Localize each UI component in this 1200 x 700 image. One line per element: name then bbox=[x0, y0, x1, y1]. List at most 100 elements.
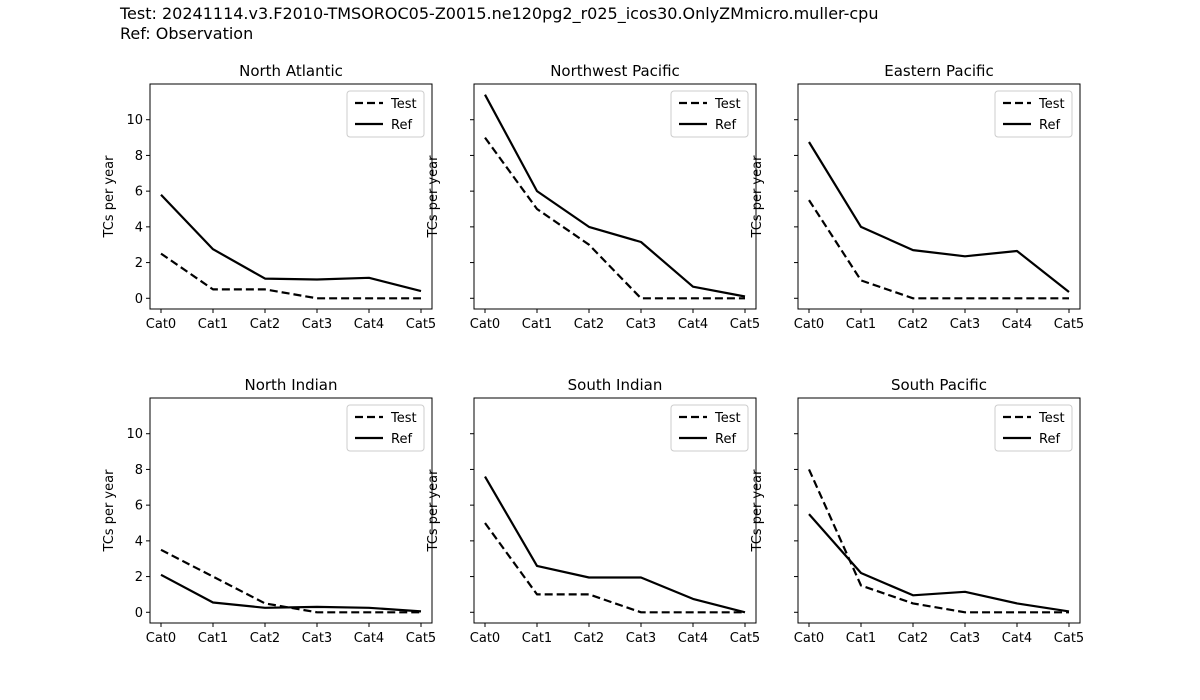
x-tick-label: Cat0 bbox=[146, 317, 176, 332]
axes-frame bbox=[797, 83, 1081, 310]
x-tick-label: Cat0 bbox=[794, 317, 824, 332]
panel-title: North Atlantic bbox=[239, 62, 343, 80]
legend-label: Ref bbox=[715, 432, 736, 447]
x-tick-label: Cat1 bbox=[198, 631, 228, 646]
legend-label: Ref bbox=[391, 118, 412, 133]
legend-label: Test bbox=[1038, 411, 1065, 426]
x-tick-label: Cat5 bbox=[1054, 317, 1084, 332]
series-line-ref bbox=[160, 573, 422, 613]
x-tick-label: Cat1 bbox=[846, 317, 876, 332]
x-tick-label: Cat3 bbox=[950, 631, 980, 646]
axes-frame bbox=[797, 397, 1081, 624]
x-tick-label: Cat0 bbox=[794, 631, 824, 646]
x-tick-label: Cat4 bbox=[354, 631, 384, 646]
legend: Test Ref bbox=[670, 404, 749, 452]
y-tick-label: 8 bbox=[135, 149, 143, 164]
chart-panel: North Indian Cat0 Cat1 Cat2 Cat3 Cat4 Cat5 0 2 4 6… bbox=[102, 376, 436, 646]
x-tick-label: Cat3 bbox=[302, 317, 332, 332]
axes-frame bbox=[149, 397, 433, 624]
axes-frame bbox=[473, 397, 757, 624]
series-line-test bbox=[807, 468, 1069, 614]
legend-label: Test bbox=[714, 97, 741, 112]
y-axis-label: TCs per year bbox=[102, 469, 117, 553]
x-tick-label: Cat2 bbox=[574, 631, 604, 646]
legend-box bbox=[346, 404, 425, 452]
series-line-ref bbox=[808, 141, 1070, 293]
y-tick-label: 4 bbox=[135, 534, 143, 549]
chart-panel: South Indian Cat0 Cat1 Cat2 Cat3 Cat4 Cat5 TCs … bbox=[426, 376, 760, 646]
x-tick-label: Cat0 bbox=[470, 317, 500, 332]
x-tick-label: Cat3 bbox=[626, 317, 656, 332]
y-tick-label: 2 bbox=[135, 570, 143, 585]
legend-label: Test bbox=[714, 411, 741, 426]
y-tick-label: 6 bbox=[135, 185, 143, 200]
chart-panel: South Pacific Cat0 Cat1 Cat2 Cat3 Cat4 Cat5 TCs… bbox=[750, 376, 1084, 646]
series-line-ref bbox=[484, 476, 746, 614]
x-tick-label: Cat2 bbox=[574, 317, 604, 332]
chart-panel: Northwest Pacific Cat0 Cat1 Cat2 Cat3 Cat4 Cat… bbox=[426, 62, 760, 332]
series-line-ref bbox=[808, 513, 1070, 613]
y-axis-label: TCs per year bbox=[750, 155, 765, 239]
test-label: Test: 20241114.v3.F2010-TMSOROC05-Z0015.… bbox=[120, 4, 879, 23]
legend-label: Test bbox=[390, 97, 417, 112]
legend: Test Ref bbox=[670, 90, 749, 138]
x-tick-label: Cat5 bbox=[730, 631, 760, 646]
x-tick-label: Cat5 bbox=[1054, 631, 1084, 646]
y-tick-label: 10 bbox=[126, 427, 143, 442]
y-tick-label: 8 bbox=[135, 463, 143, 478]
chart-panel: North Atlantic Cat0 Cat1 Cat2 Cat3 Cat4 Cat5 0 2… bbox=[102, 62, 436, 332]
x-tick-label: Cat1 bbox=[198, 317, 228, 332]
legend: Test Ref bbox=[346, 404, 425, 452]
legend: Test Ref bbox=[994, 90, 1073, 138]
x-tick-label: Cat1 bbox=[522, 317, 552, 332]
x-tick-label: Cat4 bbox=[1002, 317, 1032, 332]
axes-frame bbox=[473, 83, 757, 310]
x-tick-label: Cat2 bbox=[250, 317, 280, 332]
legend-box bbox=[994, 404, 1073, 452]
x-tick-label: Cat1 bbox=[522, 631, 552, 646]
legend-label: Test bbox=[390, 411, 417, 426]
legend: Test Ref bbox=[994, 404, 1073, 452]
axes-frame bbox=[149, 83, 433, 310]
legend-box bbox=[994, 90, 1073, 138]
y-tick-label: 4 bbox=[135, 220, 143, 235]
x-tick-label: Cat4 bbox=[1002, 631, 1032, 646]
legend-label: Ref bbox=[715, 118, 736, 133]
y-tick-label: 0 bbox=[135, 606, 143, 621]
panel-title: Eastern Pacific bbox=[884, 62, 993, 80]
chart-panel: Eastern Pacific Cat0 Cat1 Cat2 Cat3 Cat4 Cat5 T… bbox=[750, 62, 1084, 332]
x-tick-label: Cat2 bbox=[250, 631, 280, 646]
series-line-test bbox=[808, 199, 1069, 300]
legend: Test Ref bbox=[346, 90, 425, 138]
y-axis-label: TCs per year bbox=[426, 155, 441, 239]
legend-label: Test bbox=[1038, 97, 1065, 112]
y-axis-label: TCs per year bbox=[102, 155, 117, 239]
panel-title: North Indian bbox=[244, 376, 337, 394]
x-tick-label: Cat1 bbox=[846, 631, 876, 646]
x-tick-label: Cat5 bbox=[406, 631, 436, 646]
series-line-test bbox=[160, 252, 421, 300]
legend-label: Ref bbox=[391, 432, 412, 447]
x-tick-label: Cat0 bbox=[146, 631, 176, 646]
x-tick-label: Cat4 bbox=[678, 317, 708, 332]
y-tick-label: 10 bbox=[126, 113, 143, 128]
y-tick-label: 2 bbox=[135, 256, 143, 271]
x-tick-label: Cat2 bbox=[898, 317, 928, 332]
x-tick-label: Cat2 bbox=[898, 631, 928, 646]
x-tick-label: Cat5 bbox=[730, 317, 760, 332]
y-axis-label: TCs per year bbox=[750, 469, 765, 553]
series-line-ref bbox=[160, 193, 422, 293]
x-tick-label: Cat3 bbox=[950, 317, 980, 332]
y-tick-label: 6 bbox=[135, 499, 143, 514]
legend-label: Ref bbox=[1039, 432, 1060, 447]
ref-label: Ref: Observation bbox=[120, 24, 254, 43]
x-tick-label: Cat0 bbox=[470, 631, 500, 646]
series-line-test bbox=[160, 548, 421, 614]
y-tick-label: 0 bbox=[135, 292, 143, 307]
x-tick-label: Cat3 bbox=[626, 631, 656, 646]
legend-box bbox=[670, 404, 749, 452]
x-tick-label: Cat3 bbox=[302, 631, 332, 646]
series-line-ref bbox=[484, 94, 746, 298]
panel-title: South Indian bbox=[568, 376, 663, 394]
